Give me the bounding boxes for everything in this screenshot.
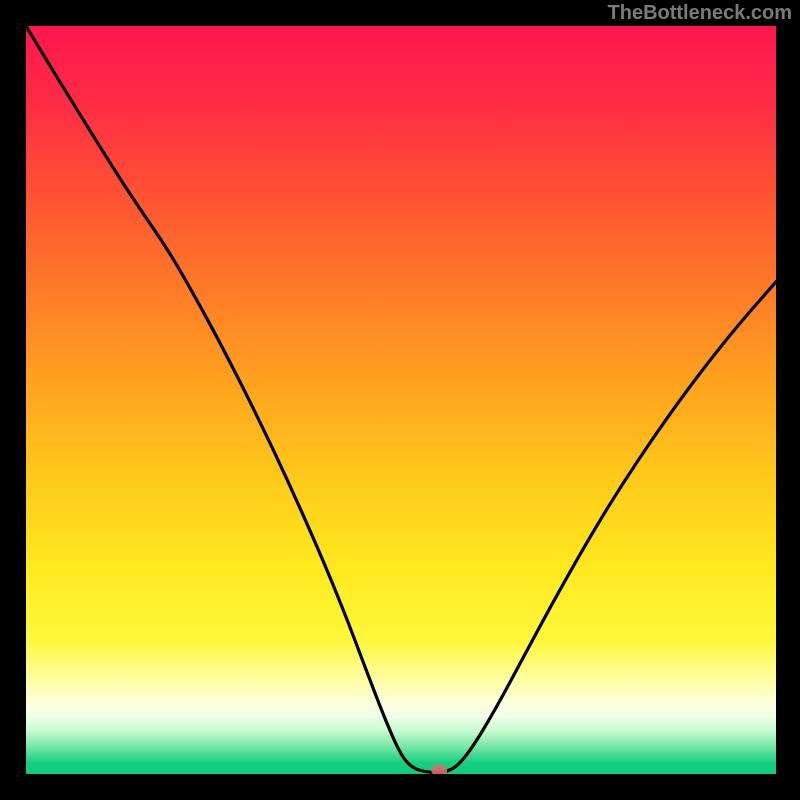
plot-frame bbox=[26, 26, 776, 774]
chart-root: TheBottleneck.com bbox=[0, 0, 800, 800]
bottleneck-curve bbox=[26, 26, 776, 774]
watermark-text: TheBottleneck.com bbox=[608, 2, 792, 25]
minimum-marker bbox=[431, 764, 447, 774]
